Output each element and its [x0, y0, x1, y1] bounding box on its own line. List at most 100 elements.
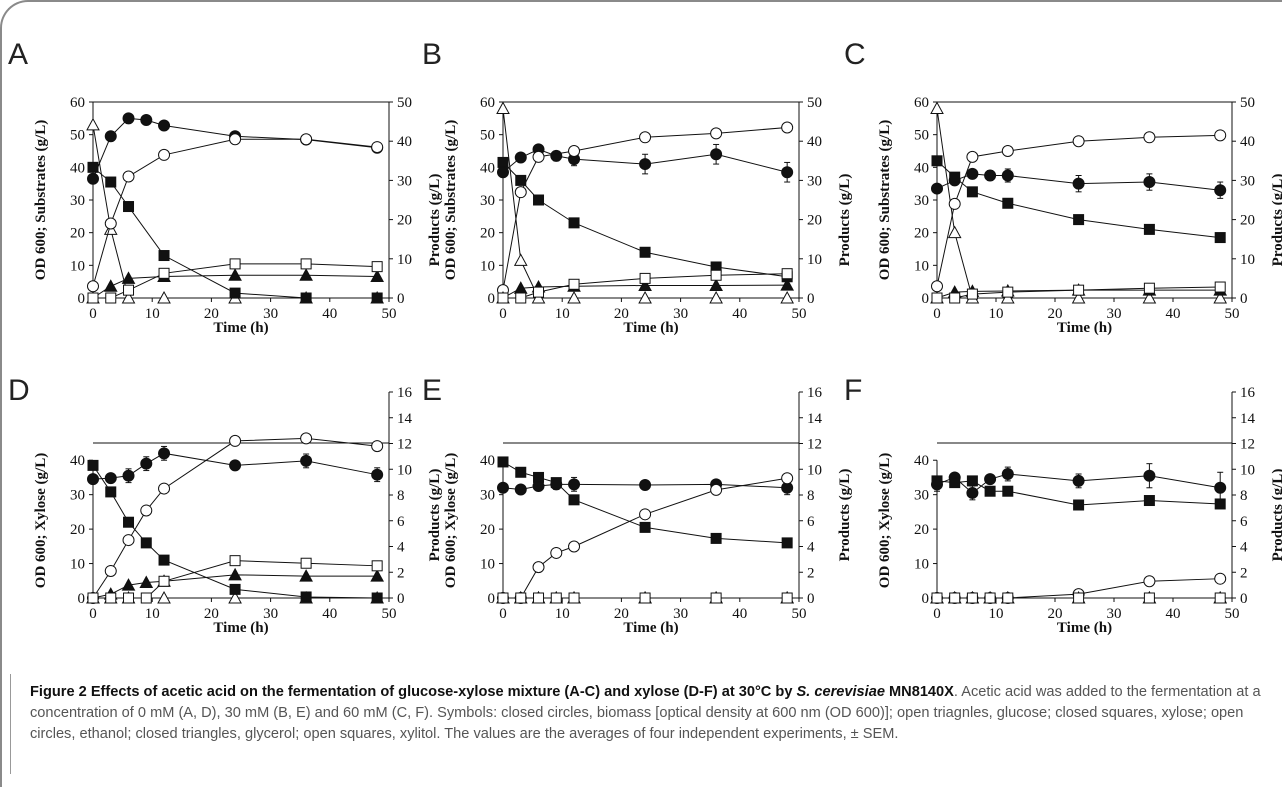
- data-point-square-filled: [371, 592, 383, 604]
- x-tick-label: 40: [322, 606, 337, 622]
- y-left-tick-label: 20: [914, 226, 929, 242]
- series-square-filled: [931, 475, 1226, 511]
- y-right-tick-label: 0: [807, 291, 815, 307]
- data-point-circle-filled: [140, 457, 153, 470]
- data-point-circle-open: [514, 186, 527, 199]
- data-point-circle-open: [710, 483, 723, 496]
- y-right-tick-label: 40: [1240, 134, 1255, 150]
- x-tick-label: 20: [614, 306, 629, 322]
- data-point-square-open: [497, 592, 509, 604]
- data-point-square-open: [300, 557, 312, 569]
- data-point-circle-filled: [104, 130, 117, 143]
- y-right-tick-label: 14: [807, 411, 823, 427]
- x-tick-label: 10: [555, 306, 570, 322]
- data-point-triangle-open: [1071, 290, 1086, 304]
- data-point-circle-filled: [966, 167, 979, 180]
- data-point-triangle-open: [638, 290, 652, 304]
- y-left-tick-label: 20: [70, 522, 85, 538]
- data-point-circle-filled: [104, 472, 117, 485]
- data-point-square-filled: [949, 171, 961, 183]
- y-right-tick-label: 10: [397, 252, 412, 268]
- data-point-square-open: [158, 267, 170, 279]
- data-point-circle-filled: [1143, 176, 1156, 189]
- data-point-square-filled: [639, 246, 651, 258]
- series-circle-open: [87, 133, 384, 293]
- y-right-tick-label: 50: [807, 95, 822, 111]
- y-axis-right-title: Products (g/L): [1270, 174, 1282, 267]
- y-right-tick-label: 40: [397, 134, 412, 150]
- data-point-square-filled: [639, 521, 651, 533]
- x-tick-label: 20: [204, 306, 219, 322]
- chart-panel-c: C0 10 20 30 40 50010203040506001020304050Time…: [844, 38, 1282, 336]
- y-left-tick-label: 0: [78, 591, 86, 607]
- data-point-circle-filled: [514, 151, 527, 164]
- y-left-tick-label: 30: [914, 193, 929, 209]
- data-point-square-filled: [1214, 232, 1226, 244]
- data-point-triangle-filled: [103, 279, 118, 292]
- data-point-square-open: [949, 592, 961, 604]
- data-point-circle-open: [122, 170, 135, 183]
- data-point-square-filled: [550, 477, 562, 489]
- y-right-tick-label: 0: [807, 591, 815, 607]
- caption-title-end: .: [953, 684, 958, 700]
- y-right-tick-label: 6: [807, 514, 815, 530]
- y-right-tick-label: 8: [807, 488, 815, 504]
- data-point-circle-open: [371, 141, 384, 154]
- data-point-circle-open: [568, 540, 581, 553]
- data-point-square-open: [123, 592, 135, 604]
- data-point-triangle-open: [496, 101, 510, 115]
- data-point-circle-filled: [122, 469, 135, 482]
- data-point-triangle-filled: [228, 567, 242, 581]
- data-point-circle-open: [710, 127, 723, 140]
- data-point-square-filled: [568, 217, 580, 229]
- data-point-square-filled: [931, 155, 943, 167]
- data-point-circle-filled: [229, 459, 242, 472]
- series-line: [936, 160, 1221, 239]
- data-point-triangle-filled: [139, 575, 154, 589]
- y-left-tick-label: 0: [488, 291, 496, 307]
- x-axis-title: Time (h): [213, 320, 268, 336]
- series-square-filled: [87, 459, 383, 604]
- y-left-tick-label: 10: [480, 258, 495, 274]
- data-point-square-open: [781, 268, 793, 280]
- data-point-square-open: [371, 560, 383, 572]
- panel-letter: B: [422, 38, 442, 71]
- data-point-square-filled: [533, 194, 545, 206]
- caption-title-species: S. cerevisiae: [796, 684, 885, 700]
- x-tick-label: 30: [263, 306, 278, 322]
- data-point-square-filled: [515, 174, 527, 186]
- data-point-circle-filled: [639, 479, 652, 492]
- x-tick-label: 50: [792, 606, 807, 622]
- x-axis-title: Time (h): [1057, 620, 1112, 636]
- data-point-circle-filled: [931, 182, 943, 195]
- y-left-tick-label: 40: [914, 160, 929, 176]
- y-right-tick-label: 4: [397, 540, 405, 556]
- data-point-square-filled: [300, 591, 312, 603]
- x-tick-label: 30: [263, 606, 278, 622]
- panel-letter: E: [422, 374, 442, 407]
- caption-title: Figure 2 Effects of acetic acid on the f…: [30, 684, 954, 700]
- data-point-circle-open: [639, 131, 652, 144]
- data-point-circle-open: [568, 145, 581, 157]
- data-point-square-filled: [87, 161, 99, 173]
- y-right-tick-label: 20: [397, 213, 412, 229]
- data-point-square-open: [1214, 281, 1226, 293]
- data-point-circle-open: [1143, 575, 1156, 588]
- data-point-square-open: [515, 292, 527, 304]
- data-point-square-open: [931, 292, 943, 304]
- data-point-square-open: [87, 292, 99, 304]
- data-point-square-filled: [123, 516, 135, 528]
- y-right-tick-label: 30: [1240, 173, 1255, 189]
- y-left-tick-label: 20: [914, 522, 929, 538]
- caption-rule: [10, 674, 11, 774]
- y-left-tick-label: 40: [480, 453, 495, 469]
- data-point-square-open: [229, 555, 241, 567]
- y-left-tick-label: 30: [480, 193, 495, 209]
- x-tick-label: 20: [204, 606, 219, 622]
- y-right-tick-label: 10: [807, 462, 822, 478]
- data-point-square-open: [533, 286, 545, 298]
- data-point-circle-open: [140, 504, 153, 517]
- data-point-square-open: [568, 278, 580, 290]
